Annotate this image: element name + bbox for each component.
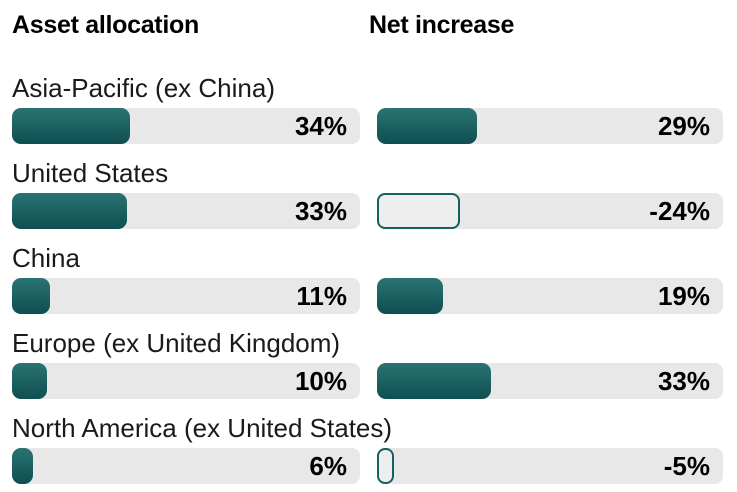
value-label: 29% [657,111,710,141]
bar-fill [12,448,33,484]
label-spacer [377,328,723,358]
bar-fill-negative [377,448,395,484]
chart-row-asia-pacific: 29% [377,73,723,144]
category-label: Europe (ex United Kingdom) [12,328,341,358]
value-label: 34% [294,111,347,141]
category-label: Asia-Pacific (ex China) [12,73,275,103]
bar-fill [12,278,51,314]
bar-fill [377,363,492,399]
bar-track: 34% [12,108,360,144]
value-label: -24% [649,196,710,226]
value-label: 19% [657,281,710,311]
value-label: 33% [294,196,347,226]
chart-row-europe: 33% [377,328,723,399]
bar-track: -24% [377,193,723,229]
chart-row-north-america: North America (ex United States) 6% [12,413,393,484]
bar-track: -5% [377,448,723,484]
chart-row-europe: Europe (ex United Kingdom) 10% [12,328,360,399]
bar-track: 6% [12,448,360,484]
chart-row-united-states: United States 33% [12,158,360,229]
category-label: China [12,243,80,273]
value-label: 10% [294,366,347,396]
column-header-asset-allocation: Asset allocation [12,11,199,39]
value-label: 33% [657,366,710,396]
bar-fill [12,108,131,144]
chart-row-north-america: -5% [377,413,723,484]
bar-track: 33% [377,363,723,399]
bar-track: 11% [12,278,360,314]
bar-track: 33% [12,193,360,229]
label-spacer [377,73,723,103]
chart-row-asia-pacific: Asia-Pacific (ex China) 34% [12,73,360,144]
bar-track: 29% [377,108,723,144]
value-label: -5% [663,451,710,481]
chart-row-china: China 11% [12,243,360,314]
bar-track: 19% [377,278,723,314]
category-label: United States [12,158,169,188]
bar-fill [377,278,443,314]
label-spacer [377,413,723,443]
bar-fill [377,108,478,144]
bar-fill-negative [377,193,461,229]
bar-fill [12,193,127,229]
bar-fill [12,363,47,399]
value-label: 6% [309,451,347,481]
label-spacer [377,243,723,273]
value-label: 11% [296,281,347,311]
chart-row-united-states: -24% [377,158,723,229]
net-increase-column: Net increase 29% -24% 19% [369,11,723,492]
label-spacer [377,158,723,188]
column-header-net-increase: Net increase [369,11,515,39]
category-label: North America (ex United States) [12,413,393,443]
bar-track: 10% [12,363,360,399]
asset-allocation-column: Asset allocation Asia-Pacific (ex China)… [12,11,393,492]
chart-row-china: 19% [377,243,723,314]
